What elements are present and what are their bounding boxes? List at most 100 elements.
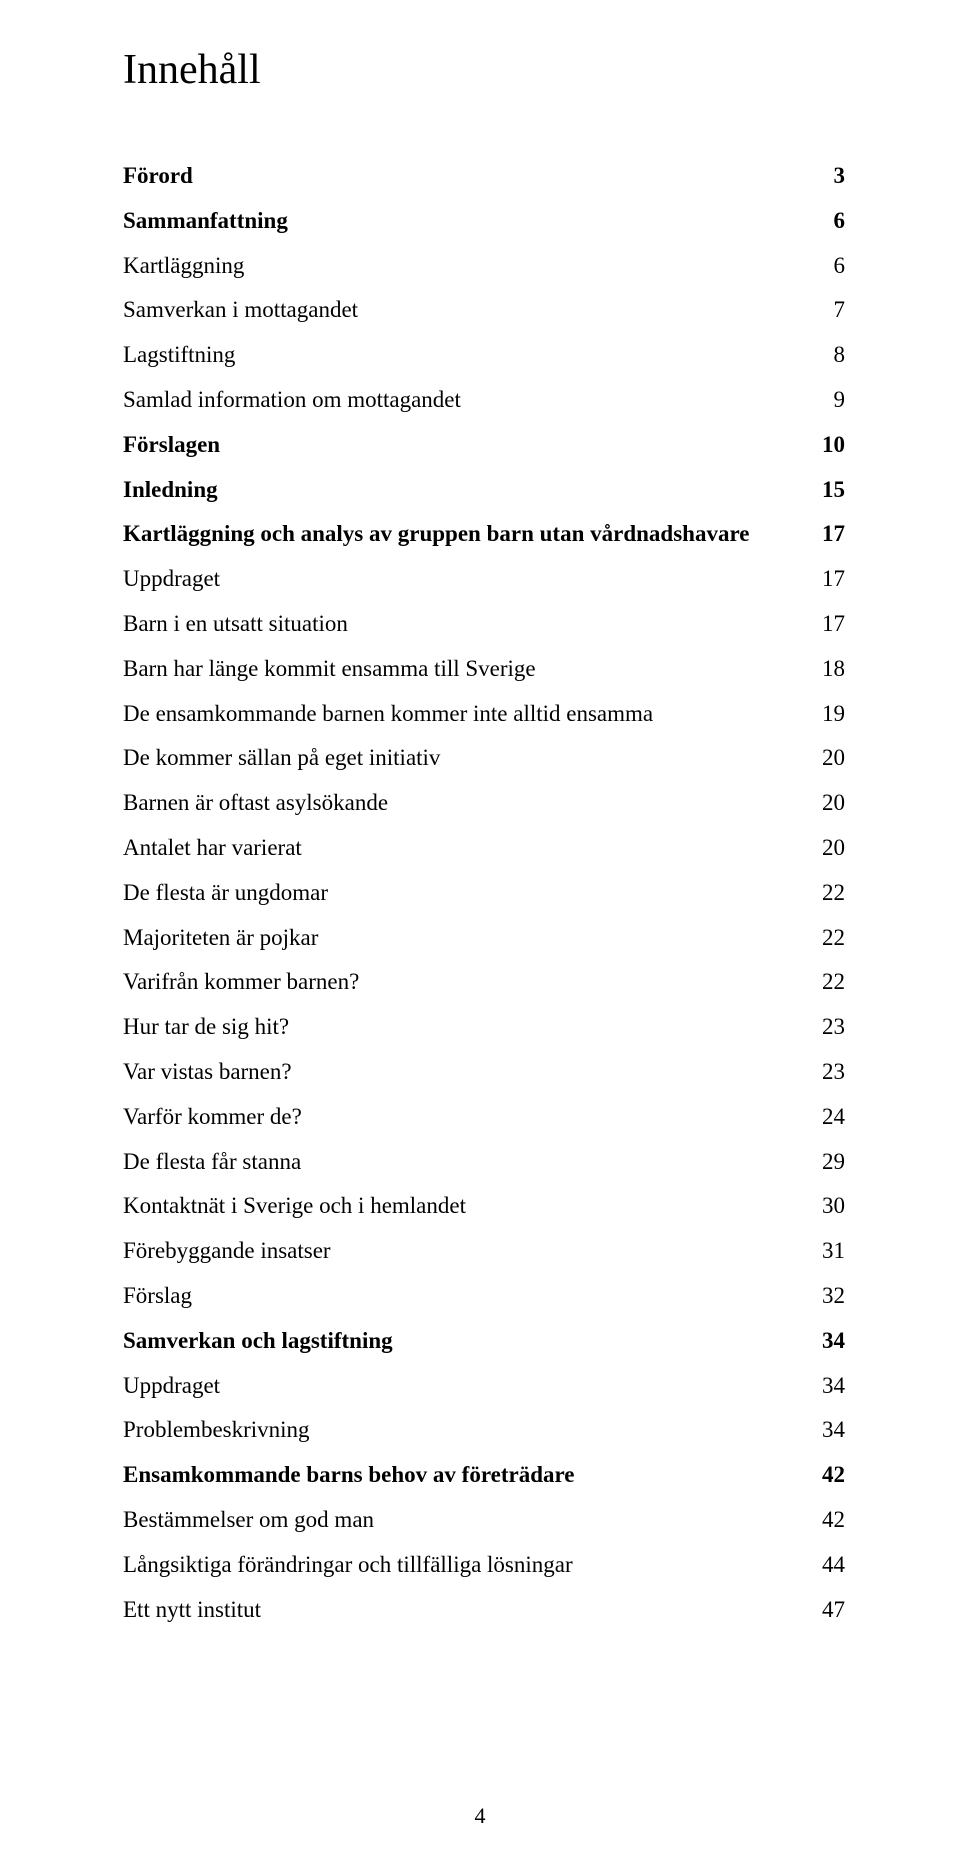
toc-label: Problembeskrivning <box>123 1418 805 1441</box>
toc-page: 47 <box>805 1598 845 1621</box>
toc-row: Kartläggning6 <box>123 254 845 277</box>
toc-page: 17 <box>805 522 845 545</box>
toc-row: Samverkan och lagstiftning34 <box>123 1329 845 1352</box>
toc-row: Förebyggande insatser31 <box>123 1239 845 1262</box>
toc-label: Majoriteten är pojkar <box>123 926 805 949</box>
toc-row: Barn i en utsatt situation17 <box>123 612 845 635</box>
toc-page: 7 <box>805 298 845 321</box>
toc-label: Ensamkommande barns behov av företrädare <box>123 1463 805 1486</box>
toc-row: De flesta är ungdomar22 <box>123 881 845 904</box>
toc-row: Problembeskrivning34 <box>123 1418 845 1441</box>
toc-row: De ensamkommande barnen kommer inte allt… <box>123 702 845 725</box>
toc-row: Lagstiftning8 <box>123 343 845 366</box>
toc-label: Kartläggning och analys av gruppen barn … <box>123 522 805 545</box>
toc-label: Barn har länge kommit ensamma till Sveri… <box>123 657 805 680</box>
toc-label: Lagstiftning <box>123 343 805 366</box>
toc-page: 22 <box>805 926 845 949</box>
toc-page: 15 <box>805 478 845 501</box>
toc-row: Samverkan i mottagandet7 <box>123 298 845 321</box>
toc-row: Antalet har varierat20 <box>123 836 845 859</box>
toc-label: Långsiktiga förändringar och tillfälliga… <box>123 1553 805 1576</box>
toc-label: Samverkan i mottagandet <box>123 298 805 321</box>
toc-row: Förslag32 <box>123 1284 845 1307</box>
toc-page: 32 <box>805 1284 845 1307</box>
toc-page: 23 <box>805 1015 845 1038</box>
toc-label: Sammanfattning <box>123 209 805 232</box>
toc-label: De flesta är ungdomar <box>123 881 805 904</box>
toc-row: Kartläggning och analys av gruppen barn … <box>123 522 845 545</box>
toc-label: Inledning <box>123 478 805 501</box>
toc-label: De ensamkommande barnen kommer inte allt… <box>123 702 805 725</box>
toc-label: Uppdraget <box>123 1374 805 1397</box>
toc-page: 22 <box>805 881 845 904</box>
toc-page: 24 <box>805 1105 845 1128</box>
toc-row: Kontaktnät i Sverige och i hemlandet30 <box>123 1194 845 1217</box>
toc-label: Ett nytt institut <box>123 1598 805 1621</box>
toc-page: 30 <box>805 1194 845 1217</box>
toc-page: 17 <box>805 567 845 590</box>
toc-row: Majoriteten är pojkar22 <box>123 926 845 949</box>
toc-label: Samverkan och lagstiftning <box>123 1329 805 1352</box>
toc-page: 19 <box>805 702 845 725</box>
toc-label: Varför kommer de? <box>123 1105 805 1128</box>
toc-label: Bestämmelser om god man <box>123 1508 805 1531</box>
toc-page: 44 <box>805 1553 845 1576</box>
toc-label: Kontaktnät i Sverige och i hemlandet <box>123 1194 805 1217</box>
toc-label: De flesta får stanna <box>123 1150 805 1173</box>
toc-page: 34 <box>805 1418 845 1441</box>
toc-label: Barn i en utsatt situation <box>123 612 805 635</box>
toc-row: Förord3 <box>123 164 845 187</box>
toc-row: Bestämmelser om god man42 <box>123 1508 845 1531</box>
toc-row: Ett nytt institut47 <box>123 1598 845 1621</box>
page: Innehåll Förord3Sammanfattning6Kartläggn… <box>0 0 960 1865</box>
toc-row: Långsiktiga förändringar och tillfälliga… <box>123 1553 845 1576</box>
toc-label: Varifrån kommer barnen? <box>123 970 805 993</box>
toc-row: Förslagen10 <box>123 433 845 456</box>
toc-label: Hur tar de sig hit? <box>123 1015 805 1038</box>
toc-page: 6 <box>805 209 845 232</box>
toc-row: Varifrån kommer barnen?22 <box>123 970 845 993</box>
toc-row: Varför kommer de?24 <box>123 1105 845 1128</box>
toc-page: 34 <box>805 1329 845 1352</box>
toc-label: Uppdraget <box>123 567 805 590</box>
toc-page: 34 <box>805 1374 845 1397</box>
toc-row: Hur tar de sig hit?23 <box>123 1015 845 1038</box>
toc-page: 3 <box>805 164 845 187</box>
toc-label: Förord <box>123 164 805 187</box>
toc-row: Ensamkommande barns behov av företrädare… <box>123 1463 845 1486</box>
toc-page: 42 <box>805 1508 845 1531</box>
toc-page: 42 <box>805 1463 845 1486</box>
toc-row: De flesta får stanna29 <box>123 1150 845 1173</box>
toc-label: Förebyggande insatser <box>123 1239 805 1262</box>
toc-row: Barn har länge kommit ensamma till Sveri… <box>123 657 845 680</box>
toc-page: 23 <box>805 1060 845 1083</box>
toc-label: Förslagen <box>123 433 805 456</box>
toc-page: 10 <box>805 433 845 456</box>
toc-row: Var vistas barnen?23 <box>123 1060 845 1083</box>
toc-page: 18 <box>805 657 845 680</box>
toc-label: Antalet har varierat <box>123 836 805 859</box>
toc-label: Samlad information om mottagandet <box>123 388 805 411</box>
toc-page: 22 <box>805 970 845 993</box>
toc-row: Uppdraget17 <box>123 567 845 590</box>
toc-page: 20 <box>805 746 845 769</box>
toc-page: 6 <box>805 254 845 277</box>
page-title: Innehåll <box>123 46 845 94</box>
toc-label: Barnen är oftast asylsökande <box>123 791 805 814</box>
toc-row: Sammanfattning6 <box>123 209 845 232</box>
toc-label: Var vistas barnen? <box>123 1060 805 1083</box>
toc-page: 20 <box>805 836 845 859</box>
toc-page: 20 <box>805 791 845 814</box>
toc-label: Förslag <box>123 1284 805 1307</box>
toc-label: De kommer sällan på eget initiativ <box>123 746 805 769</box>
toc-row: Barnen är oftast asylsökande20 <box>123 791 845 814</box>
toc-page: 17 <box>805 612 845 635</box>
page-number: 4 <box>0 1803 960 1829</box>
toc: Förord3Sammanfattning6Kartläggning6Samve… <box>123 164 845 1621</box>
toc-page: 31 <box>805 1239 845 1262</box>
toc-page: 29 <box>805 1150 845 1173</box>
toc-row: Inledning15 <box>123 478 845 501</box>
toc-label: Kartläggning <box>123 254 805 277</box>
toc-page: 8 <box>805 343 845 366</box>
toc-row: Uppdraget34 <box>123 1374 845 1397</box>
